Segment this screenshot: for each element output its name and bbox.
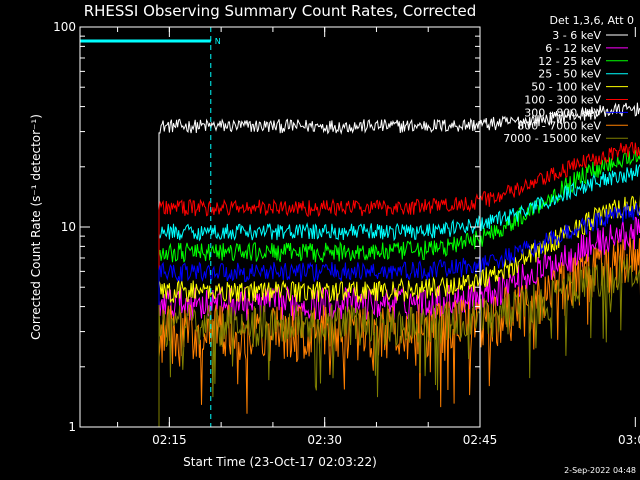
chart-title: RHESSI Observing Summary Count Rates, Co…	[84, 2, 477, 20]
series-line-7	[158, 202, 640, 427]
x-tick-label: 02:45	[463, 433, 498, 447]
series-line-9	[158, 255, 640, 427]
series-line-1	[158, 102, 640, 427]
legend-label-3: 12 - 25 keV	[538, 55, 601, 68]
legend-label-8: 800 - 7000 keV	[517, 119, 601, 132]
series-layer	[158, 102, 640, 427]
x-tick-label: 02:30	[307, 433, 342, 447]
series-line-5	[158, 194, 640, 427]
legend-label-5: 50 - 100 keV	[531, 81, 601, 94]
series-line-6	[158, 141, 640, 427]
legend-label-9: 7000 - 15000 keV	[503, 132, 601, 145]
legend-label-6: 100 - 300 keV	[524, 94, 601, 107]
legend-label-1: 3 - 6 keV	[552, 29, 601, 42]
x-tick-label: 02:15	[152, 433, 187, 447]
legend-label-7: 300 - 800 keV	[524, 106, 601, 119]
x-axis-label: Start Time (23-Oct-17 02:03:22)	[183, 455, 377, 469]
y-tick-label: 1	[68, 420, 76, 434]
legend-title: Det 1,3,6, Att 0	[550, 14, 634, 27]
y-axis: 1 10 100	[53, 20, 480, 434]
footer-date: 2-Sep-2022 04:48	[564, 466, 636, 475]
y-tick-label: 100	[53, 20, 76, 34]
series-line-3	[158, 148, 640, 427]
y-axis-label: Corrected Count Rate (s⁻¹ detector⁻¹)	[29, 114, 43, 340]
saa-label: N	[215, 37, 221, 46]
y-tick-label: 10	[61, 220, 76, 234]
series-line-4	[158, 164, 640, 427]
x-tick-label: 03:00	[618, 433, 640, 447]
legend-label-2: 6 - 12 keV	[545, 42, 601, 55]
legend-label-4: 25 - 50 keV	[538, 68, 601, 81]
